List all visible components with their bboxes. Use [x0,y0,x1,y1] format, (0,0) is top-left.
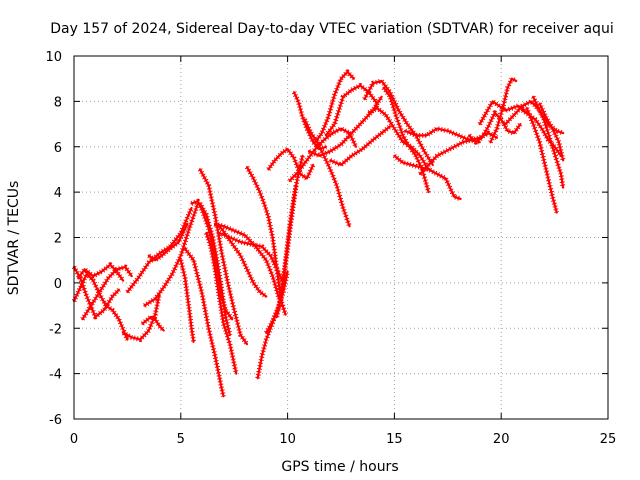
series-markers [274,155,306,318]
series-line [198,168,249,346]
series-pass-34 [392,153,462,202]
series-pass-04 [80,264,134,321]
series-markers [418,130,499,176]
series-pass-42 [530,95,566,189]
y-tick-label: 8 [54,95,62,110]
x-axis-label: GPS time / hours [281,459,398,475]
series-markers [213,221,268,299]
series-markers [178,259,197,343]
series-markers [121,293,162,343]
series-line [363,79,434,166]
series-markers [244,165,288,316]
axis-ticks [73,55,609,420]
series-pass-44 [537,102,566,162]
series-line [141,315,165,332]
x-tick-labels: 0 5 10 15 20 25 [70,432,616,447]
series-markers [197,202,233,336]
series-markers [214,221,282,300]
x-tick-label: 25 [600,432,617,447]
series-pass-15 [197,168,250,346]
series-markers [266,146,316,181]
series-pass-02 [71,265,121,320]
series-pass-28 [324,83,380,137]
y-tick-label: 2 [54,232,62,247]
series-pass-22 [274,154,306,318]
series-pass-25 [302,118,352,228]
series-line [205,231,238,375]
series-pass-35 [404,126,481,145]
y-axis-label: SDTVAR / TECUs [6,181,22,296]
series-markers [367,105,431,171]
series-line [404,127,481,144]
x-tick-label: 0 [70,432,78,447]
series-markers [147,222,190,263]
series-pass-06 [125,206,194,294]
series-line [288,127,358,182]
series-pass-31 [362,78,435,167]
series-pass-30 [329,124,392,168]
series-markers [302,118,352,228]
series-pass-36 [418,130,499,176]
chart-title: Day 157 of 2024, Sidereal Day-to-day VTE… [50,21,613,37]
series-pass-10 [178,259,197,343]
y-tick-labels: -6 -4 -2 0 2 4 6 8 10 [45,50,62,428]
series-markers [324,83,380,137]
series-pass-26 [287,126,359,183]
series-pass-09 [143,202,201,308]
series-markers [140,314,166,333]
series-pass-14 [204,231,239,375]
series-markers [76,262,126,283]
y-tick-label: 4 [54,186,62,201]
series-markers [80,264,134,321]
y-tick-label: 0 [54,277,62,292]
series-markers [477,98,527,126]
y-tick-label: -2 [49,322,62,337]
x-tick-label: 20 [493,432,510,447]
series-pass-16 [213,221,268,299]
y-tick-label: -4 [49,368,62,383]
series-pass-43 [524,107,560,214]
x-tick-label: 15 [386,432,403,447]
series-line [538,102,565,162]
series-pass-07 [140,314,166,333]
series-pass-05 [121,293,162,343]
series-line [532,95,565,189]
series-line [126,206,193,293]
series-pass-37 [467,110,523,145]
x-tick-label: 5 [177,432,185,447]
y-tick-label: 10 [45,50,62,65]
y-tick-label: -6 [49,413,62,428]
series-markers [381,86,432,193]
series-markers [71,265,121,320]
series-markers [218,230,286,284]
series-pass-33 [381,86,432,194]
series-markers [329,124,392,168]
series-markers [488,76,518,144]
series-pass-27 [313,69,356,144]
series-pass-08 [147,222,190,263]
series-pass-32 [367,105,431,171]
series-line [418,132,498,176]
series-markers [467,110,523,145]
series-markers [143,202,201,308]
series-pass-03 [76,262,126,283]
series-pass-13 [197,202,233,337]
series-pass-11 [183,247,226,398]
series-pass-17 [213,221,282,300]
series-pass-39 [488,76,518,144]
series-line [393,154,462,200]
series-line [525,107,558,214]
series-markers [183,247,226,397]
x-tick-label: 10 [279,432,296,447]
data-series [71,69,566,398]
series-pass-23 [266,146,316,181]
y-tick-label: 6 [54,141,62,156]
series-markers [313,69,356,144]
